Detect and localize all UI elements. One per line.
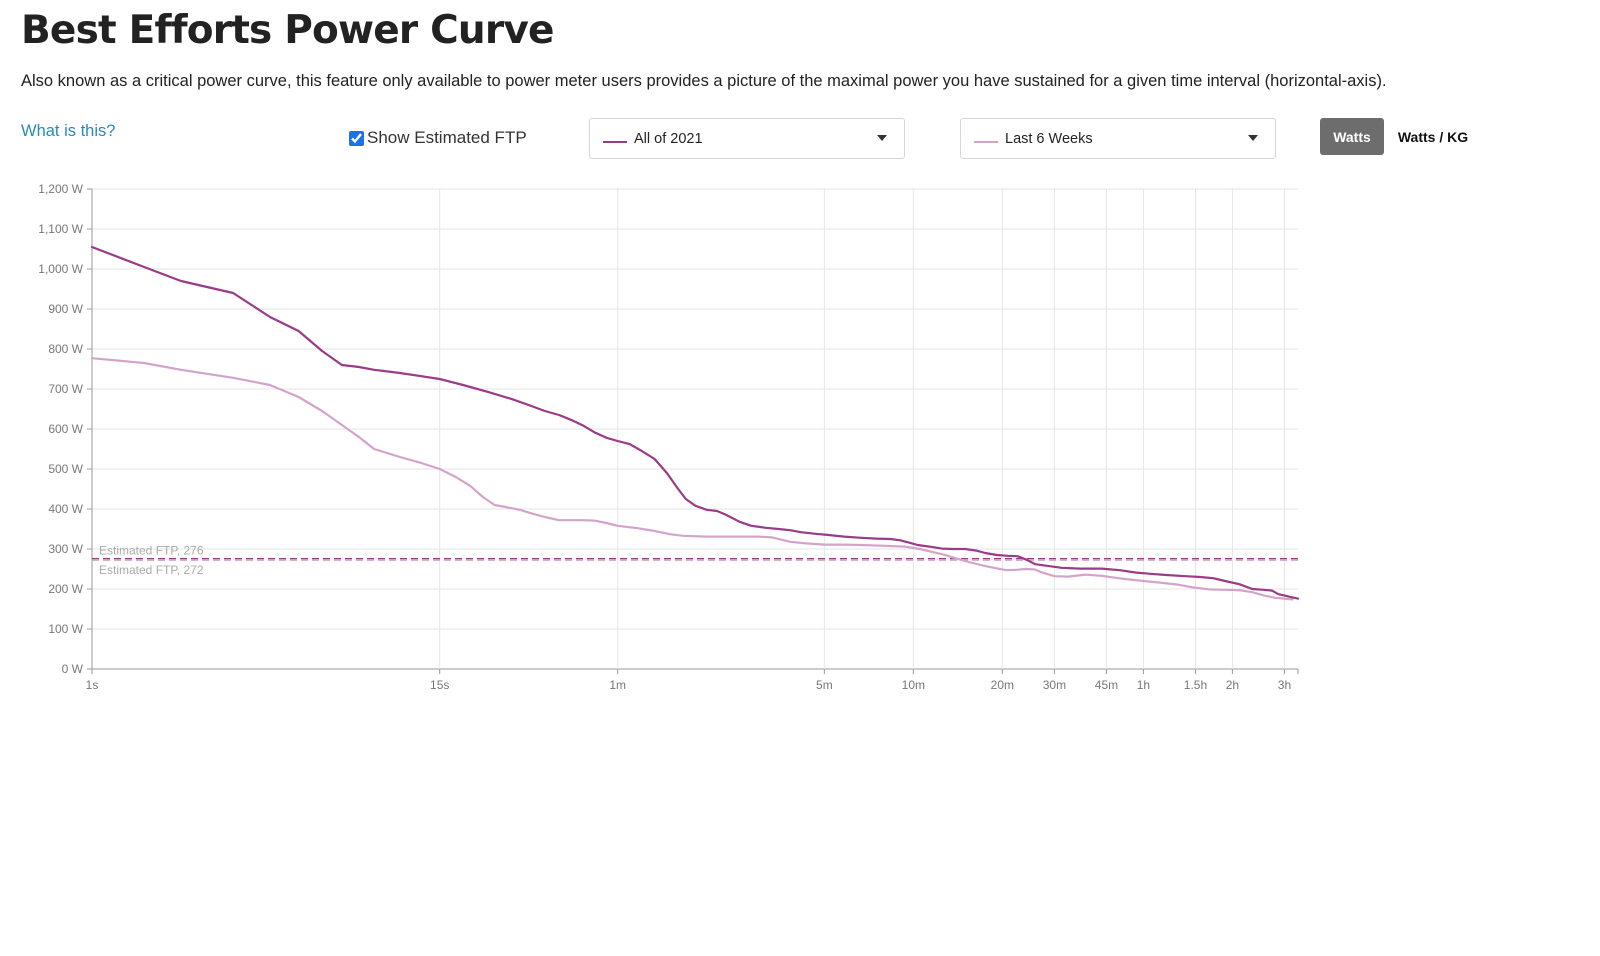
x-tick-label: 5m <box>816 678 833 692</box>
y-tick-label: 400 W <box>48 502 83 516</box>
show-ftp-checkbox[interactable] <box>349 130 364 146</box>
chevron-down-icon <box>1248 135 1258 141</box>
x-tick-label: 10m <box>902 678 925 692</box>
x-tick-label: 15s <box>430 678 449 692</box>
primary-range-select[interactable]: All of 2021 <box>589 118 905 159</box>
primary-series-swatch <box>603 141 627 143</box>
x-tick-label: 3h <box>1278 678 1291 692</box>
x-tick-label: 30m <box>1043 678 1066 692</box>
show-ftp-toggle[interactable]: Show Estimated FTP <box>349 128 527 148</box>
secondary-range-label: Last 6 Weeks <box>1005 131 1093 147</box>
ftp-label: Estimated FTP, 276 <box>99 544 204 558</box>
power-curve-chart: 0 W 100 W 200 W 300 W 400 W 500 W 600 W 700 W 80… <box>38 182 1300 692</box>
watts-per-kg-button[interactable]: Watts / KG <box>1388 118 1478 155</box>
y-tick-label: 800 W <box>48 342 83 356</box>
x-tick-label: 1h <box>1137 678 1150 692</box>
secondary-range-select[interactable]: Last 6 Weeks <box>960 118 1276 159</box>
page-description: Also known as a critical power curve, th… <box>21 72 1387 90</box>
y-tick-label: 0 W <box>62 662 84 676</box>
ftp-label: Estimated FTP, 272 <box>99 563 204 577</box>
y-tick-label: 1,000 W <box>38 262 83 276</box>
x-tick-label: 2h <box>1226 678 1239 692</box>
y-tick-label: 200 W <box>48 582 83 596</box>
series-line <box>90 357 1294 601</box>
series-line <box>90 245 1300 600</box>
y-tick-label: 1,100 W <box>38 222 83 236</box>
x-tick-label: 20m <box>991 678 1014 692</box>
y-tick-label: 500 W <box>48 462 83 476</box>
y-tick-label: 100 W <box>48 622 83 636</box>
what-is-this-link[interactable]: What is this? <box>21 122 116 140</box>
show-ftp-label: Show Estimated FTP <box>367 128 527 147</box>
x-tick-label: 1m <box>609 678 626 692</box>
primary-range-label: All of 2021 <box>634 131 703 147</box>
y-tick-label: 600 W <box>48 422 83 436</box>
y-tick-label: 900 W <box>48 302 83 316</box>
secondary-series-swatch <box>974 141 998 143</box>
page-title: Best Efforts Power Curve <box>21 8 554 53</box>
x-tick-label: 1.5h <box>1184 678 1207 692</box>
y-tick-label: 300 W <box>48 542 83 556</box>
chevron-down-icon <box>877 135 887 141</box>
y-tick-label: 700 W <box>48 382 83 396</box>
x-tick-label: 1s <box>86 678 99 692</box>
watts-button[interactable]: Watts <box>1320 118 1384 155</box>
x-tick-label: 45m <box>1095 678 1118 692</box>
y-tick-label: 1,200 W <box>38 182 83 196</box>
